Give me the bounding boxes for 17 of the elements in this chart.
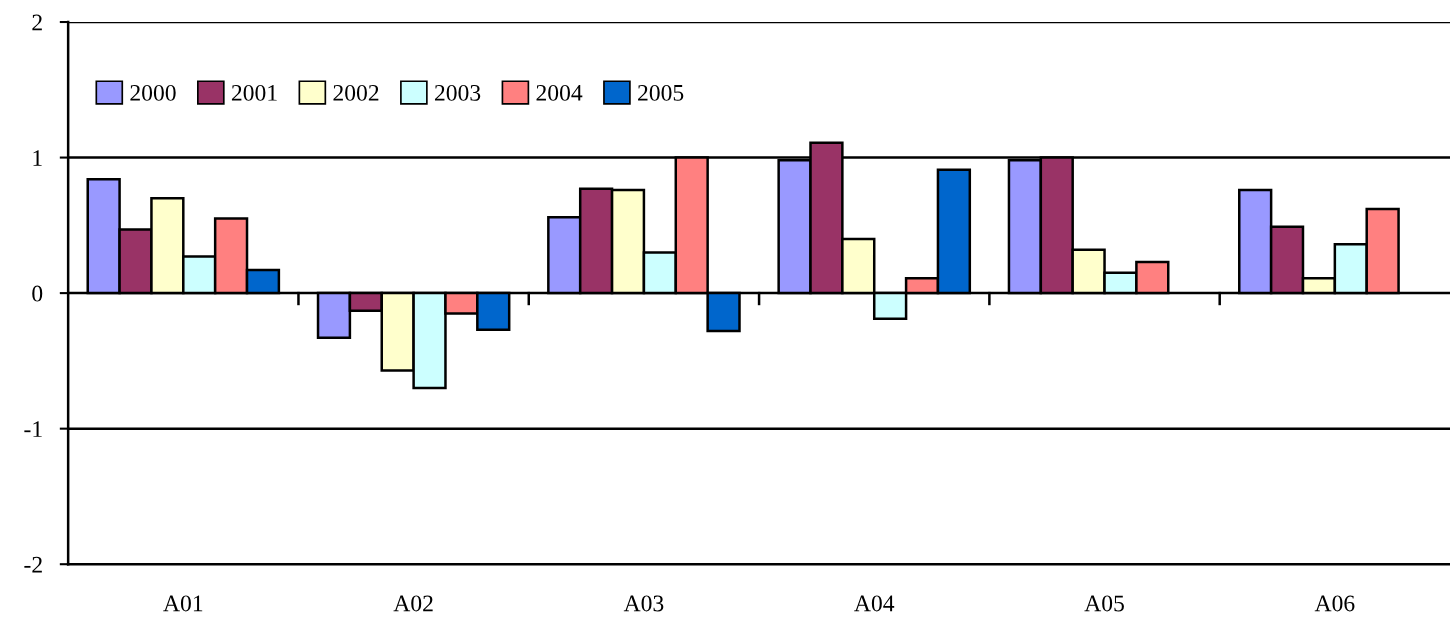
y-tick-label: -1 xyxy=(24,421,42,437)
x-tick-label: A03 xyxy=(623,595,664,612)
legend-label: 2001 xyxy=(231,84,277,101)
legend-label: 2000 xyxy=(130,84,176,101)
x-tick-label: A01 xyxy=(163,595,203,612)
x-tick-label: A06 xyxy=(1314,595,1355,612)
x-tick-label: A05 xyxy=(1084,595,1124,612)
x-tick-label: A02 xyxy=(393,595,433,612)
legend-label: 2003 xyxy=(434,84,481,101)
legend-label: 2004 xyxy=(536,84,583,101)
legend-label: 2002 xyxy=(333,84,379,101)
y-tick-label: 2 xyxy=(32,14,42,31)
y-tick-label: -2 xyxy=(24,556,42,573)
y-tick-label: 0 xyxy=(32,285,43,302)
x-tick-label: A04 xyxy=(854,595,895,612)
y-tick-label: 1 xyxy=(33,150,42,166)
legend-label: 2005 xyxy=(638,84,684,101)
